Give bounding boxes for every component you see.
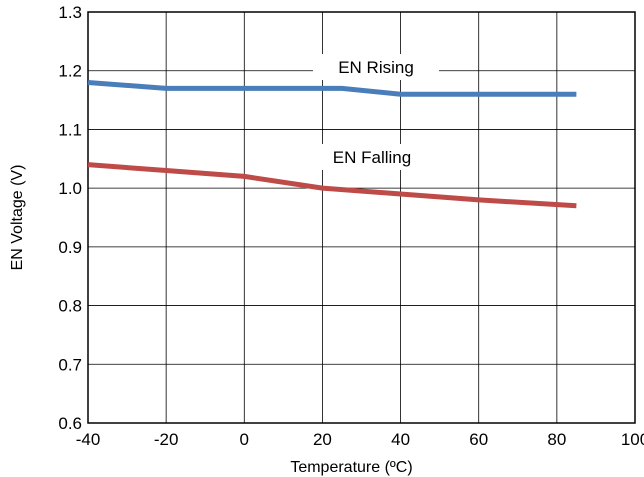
series-label-bg [312,144,432,170]
y-tick-label: 0.6 [58,414,82,433]
y-tick-label: 0.8 [58,297,82,316]
series-layer [87,79,577,209]
x-tick-labels: -40 -20 0 20 40 60 80 100 [76,430,644,449]
y-tick-label: 1.0 [58,179,82,198]
y-tick-label: 1.1 [58,120,82,139]
series-label: EN Falling [333,148,411,167]
series-labels: EN Rising EN Falling [312,54,439,170]
y-tick-label: 1.2 [58,62,82,81]
x-tick-label: 20 [313,430,332,449]
y-tick-label: 0.9 [58,238,82,257]
series-line-0 [87,79,577,97]
grid [87,11,636,424]
series-label-bg [313,54,439,80]
series-label: EN Rising [338,58,414,77]
x-tick-label: 40 [391,430,410,449]
x-tick-label: 0 [240,430,249,449]
x-axis-title: Temperature (ºC) [290,459,412,476]
series-line-1 [87,162,577,209]
x-tick-label: -20 [154,430,179,449]
x-tick-label: 80 [547,430,566,449]
x-tick-label: 60 [469,430,488,449]
x-tick-label: 100 [621,430,644,449]
y-axis-title: EN Voltage (V) [9,165,26,271]
y-tick-label: 0.7 [58,355,82,374]
x-tick-label: -40 [76,430,101,449]
y-tick-label: 1.3 [58,3,82,22]
y-tick-labels: 0.6 0.7 0.8 0.9 1.0 1.1 1.2 1.3 [58,3,82,433]
plot-frame [87,11,636,424]
